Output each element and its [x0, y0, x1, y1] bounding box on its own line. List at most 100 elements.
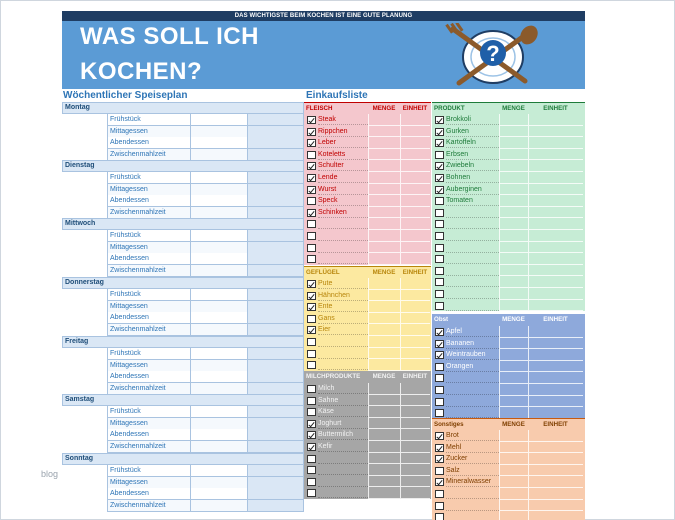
item-einheit-cell[interactable] — [528, 195, 583, 207]
item-einheit-cell[interactable] — [528, 114, 583, 126]
item-checkbox[interactable] — [307, 220, 316, 229]
item-menge-cell[interactable] — [499, 195, 528, 207]
item-menge-cell[interactable] — [499, 349, 528, 361]
item-einheit-cell[interactable] — [528, 488, 583, 500]
item-checkbox[interactable] — [435, 374, 444, 383]
meal-note-cell[interactable] — [248, 300, 304, 313]
item-einheit-cell[interactable] — [528, 511, 583, 520]
meal-dish-cell[interactable] — [191, 348, 248, 360]
item-checkbox[interactable] — [307, 314, 316, 323]
item-einheit-cell[interactable] — [400, 148, 430, 161]
item-checkbox[interactable] — [307, 408, 316, 417]
item-menge-cell[interactable] — [499, 299, 528, 312]
item-einheit-cell[interactable] — [400, 324, 430, 336]
item-checkbox[interactable] — [307, 431, 316, 440]
item-einheit-cell[interactable] — [400, 336, 430, 348]
item-einheit-cell[interactable] — [528, 360, 583, 373]
meal-note-cell[interactable] — [248, 488, 304, 501]
item-checkbox[interactable] — [307, 303, 316, 312]
item-menge-cell[interactable] — [499, 172, 528, 184]
item-einheit-cell[interactable] — [400, 359, 430, 371]
meal-dish-cell[interactable] — [191, 359, 248, 372]
item-menge-cell[interactable] — [368, 137, 400, 149]
item-einheit-cell[interactable] — [400, 289, 430, 302]
meal-dish-cell[interactable] — [191, 241, 248, 254]
item-checkbox[interactable] — [435, 232, 444, 240]
meal-dish-cell[interactable] — [191, 371, 248, 384]
item-menge-cell[interactable] — [499, 499, 528, 512]
item-menge-cell[interactable] — [368, 160, 400, 172]
item-einheit-cell[interactable] — [528, 441, 583, 454]
item-checkbox[interactable] — [307, 174, 316, 182]
item-checkbox[interactable] — [307, 454, 316, 463]
item-menge-cell[interactable] — [499, 218, 528, 230]
meal-note-cell[interactable] — [248, 241, 304, 254]
item-checkbox[interactable] — [435, 255, 444, 264]
item-checkbox[interactable] — [307, 208, 316, 217]
item-checkbox[interactable] — [435, 466, 444, 475]
item-menge-cell[interactable] — [368, 417, 400, 430]
item-einheit-cell[interactable] — [400, 218, 430, 230]
item-checkbox[interactable] — [435, 127, 444, 136]
item-einheit-cell[interactable] — [400, 301, 430, 313]
meal-dish-cell[interactable] — [191, 195, 248, 208]
meal-dish-cell[interactable] — [191, 324, 248, 337]
item-menge-cell[interactable] — [499, 114, 528, 126]
item-checkbox[interactable] — [307, 291, 316, 300]
item-menge-cell[interactable] — [368, 125, 400, 138]
item-checkbox[interactable] — [307, 326, 316, 335]
meal-dish-cell[interactable] — [191, 114, 248, 126]
item-checkbox[interactable] — [307, 280, 316, 288]
item-menge-cell[interactable] — [368, 312, 400, 325]
item-menge-cell[interactable] — [368, 394, 400, 407]
meal-note-cell[interactable] — [248, 465, 304, 477]
item-checkbox[interactable] — [435, 455, 444, 464]
item-menge-cell[interactable] — [499, 511, 528, 520]
item-einheit-cell[interactable] — [400, 160, 430, 172]
item-menge-cell[interactable] — [368, 183, 400, 196]
item-checkbox[interactable] — [307, 232, 316, 240]
item-checkbox[interactable] — [435, 220, 444, 229]
item-checkbox[interactable] — [435, 339, 444, 348]
item-checkbox[interactable] — [307, 255, 316, 264]
item-menge-cell[interactable] — [499, 125, 528, 138]
meal-dish-cell[interactable] — [191, 300, 248, 313]
item-checkbox[interactable] — [307, 139, 316, 148]
item-einheit-cell[interactable] — [528, 430, 583, 442]
item-einheit-cell[interactable] — [400, 125, 430, 138]
meal-note-cell[interactable] — [248, 324, 304, 337]
item-checkbox[interactable] — [307, 127, 316, 136]
item-einheit-cell[interactable] — [528, 299, 583, 312]
item-einheit-cell[interactable] — [400, 464, 430, 476]
item-checkbox[interactable] — [435, 432, 444, 440]
item-checkbox[interactable] — [307, 338, 316, 346]
item-einheit-cell[interactable] — [400, 241, 430, 254]
item-einheit-cell[interactable] — [528, 337, 583, 350]
item-menge-cell[interactable] — [499, 276, 528, 288]
item-checkbox[interactable] — [307, 185, 316, 194]
item-checkbox[interactable] — [435, 351, 444, 360]
item-checkbox[interactable] — [307, 197, 316, 206]
item-einheit-cell[interactable] — [400, 312, 430, 325]
meal-dish-cell[interactable] — [191, 406, 248, 418]
item-menge-cell[interactable] — [368, 114, 400, 126]
item-checkbox[interactable] — [307, 116, 316, 124]
item-checkbox[interactable] — [307, 150, 316, 159]
item-checkbox[interactable] — [435, 116, 444, 124]
item-einheit-cell[interactable] — [528, 172, 583, 184]
item-einheit-cell[interactable] — [400, 394, 430, 407]
item-checkbox[interactable] — [435, 174, 444, 182]
item-einheit-cell[interactable] — [528, 253, 583, 265]
item-einheit-cell[interactable] — [528, 230, 583, 242]
item-menge-cell[interactable] — [499, 441, 528, 454]
meal-note-cell[interactable] — [248, 289, 304, 301]
meal-dish-cell[interactable] — [191, 312, 248, 325]
item-menge-cell[interactable] — [368, 336, 400, 348]
meal-note-cell[interactable] — [248, 253, 304, 266]
meal-dish-cell[interactable] — [191, 125, 248, 138]
item-checkbox[interactable] — [435, 301, 444, 310]
meal-note-cell[interactable] — [248, 371, 304, 384]
item-einheit-cell[interactable] — [400, 206, 430, 219]
meal-dish-cell[interactable] — [191, 488, 248, 501]
meal-note-cell[interactable] — [248, 500, 304, 513]
